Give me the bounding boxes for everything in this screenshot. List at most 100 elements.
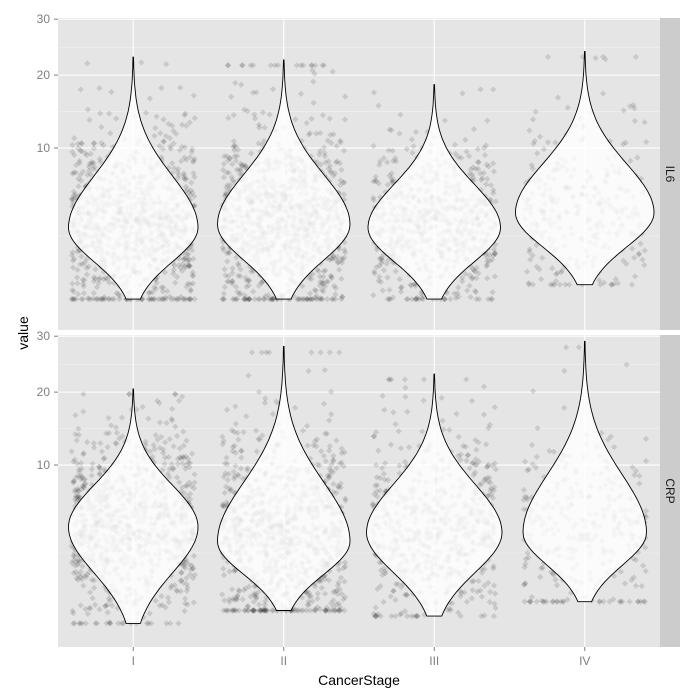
data-point <box>167 145 174 152</box>
y-tick-label: 20 <box>37 385 51 399</box>
data-point <box>188 148 195 156</box>
data-point <box>71 135 78 142</box>
data-point <box>86 167 93 174</box>
data-point <box>90 140 97 147</box>
data-point <box>106 110 113 117</box>
data-point <box>167 143 174 150</box>
data-point <box>77 171 84 178</box>
data-point <box>157 130 164 137</box>
data-point <box>148 296 155 303</box>
data-point <box>90 159 97 167</box>
data-point <box>180 170 187 177</box>
data-point <box>70 169 78 176</box>
data-point <box>77 86 84 93</box>
data-point <box>174 175 181 182</box>
data-point <box>86 116 93 124</box>
data-point <box>189 158 197 166</box>
data-point <box>90 145 98 152</box>
data-point <box>72 191 79 198</box>
data-point <box>188 247 196 254</box>
data-point <box>78 253 85 260</box>
data-point <box>175 165 182 173</box>
data-point <box>152 124 159 132</box>
data-point <box>158 84 165 92</box>
data-point <box>168 296 175 303</box>
data-point <box>85 163 93 170</box>
data-point <box>163 60 170 68</box>
data-point <box>107 130 114 137</box>
y-tick-label: 30 <box>37 329 51 343</box>
data-point <box>191 115 198 122</box>
y-tick-label: 20 <box>37 68 51 82</box>
data-point <box>70 192 77 199</box>
data-point <box>79 168 87 175</box>
data-point <box>69 196 76 204</box>
data-point <box>68 195 75 203</box>
data-point <box>182 176 189 183</box>
data-point <box>190 170 197 177</box>
data-point <box>84 171 91 178</box>
data-point <box>183 283 190 290</box>
data-point <box>191 174 198 181</box>
data-point <box>173 130 180 137</box>
data-point <box>183 122 190 130</box>
data-point <box>88 160 95 167</box>
data-point <box>162 132 170 140</box>
data-point <box>76 157 83 164</box>
data-point <box>96 85 103 92</box>
data-point <box>171 165 178 172</box>
data-point <box>170 127 177 135</box>
data-point <box>174 169 181 176</box>
facet-strip-label: IL6 <box>663 166 677 183</box>
y-tick-label: 30 <box>37 12 51 26</box>
data-point <box>146 95 154 102</box>
data-point <box>183 156 190 163</box>
data-point <box>69 148 76 155</box>
data-point <box>181 172 188 179</box>
data-point <box>185 189 192 196</box>
data-point <box>81 150 89 157</box>
data-point <box>187 187 194 194</box>
data-point <box>97 110 104 117</box>
data-point <box>186 119 193 126</box>
data-point <box>166 134 174 142</box>
data-point <box>160 116 167 123</box>
data-point <box>71 151 78 159</box>
data-point <box>183 175 190 182</box>
data-point <box>113 115 120 122</box>
data-point <box>75 145 82 152</box>
data-point <box>77 177 85 184</box>
data-point <box>68 252 76 259</box>
data-point <box>91 164 98 171</box>
data-point <box>69 141 76 149</box>
data-point <box>78 140 85 147</box>
data-point <box>70 195 77 202</box>
data-point <box>191 155 198 162</box>
data-point <box>108 88 115 96</box>
data-point <box>189 269 196 276</box>
data-point <box>74 140 82 147</box>
data-point <box>153 113 160 120</box>
data-point <box>160 138 167 145</box>
data-point <box>87 150 94 157</box>
data-point <box>86 160 93 168</box>
data-point <box>191 193 198 200</box>
data-point <box>78 139 85 147</box>
data-point <box>73 161 80 169</box>
data-point <box>190 92 197 99</box>
data-point <box>178 143 186 150</box>
data-point <box>188 179 195 186</box>
data-point <box>88 158 95 166</box>
data-point <box>77 147 84 154</box>
data-point <box>70 188 77 195</box>
data-point <box>181 112 188 119</box>
y-tick-label: 10 <box>37 458 51 472</box>
data-point <box>96 155 103 163</box>
data-point <box>83 152 90 159</box>
data-point <box>84 106 91 113</box>
data-point <box>138 59 145 66</box>
